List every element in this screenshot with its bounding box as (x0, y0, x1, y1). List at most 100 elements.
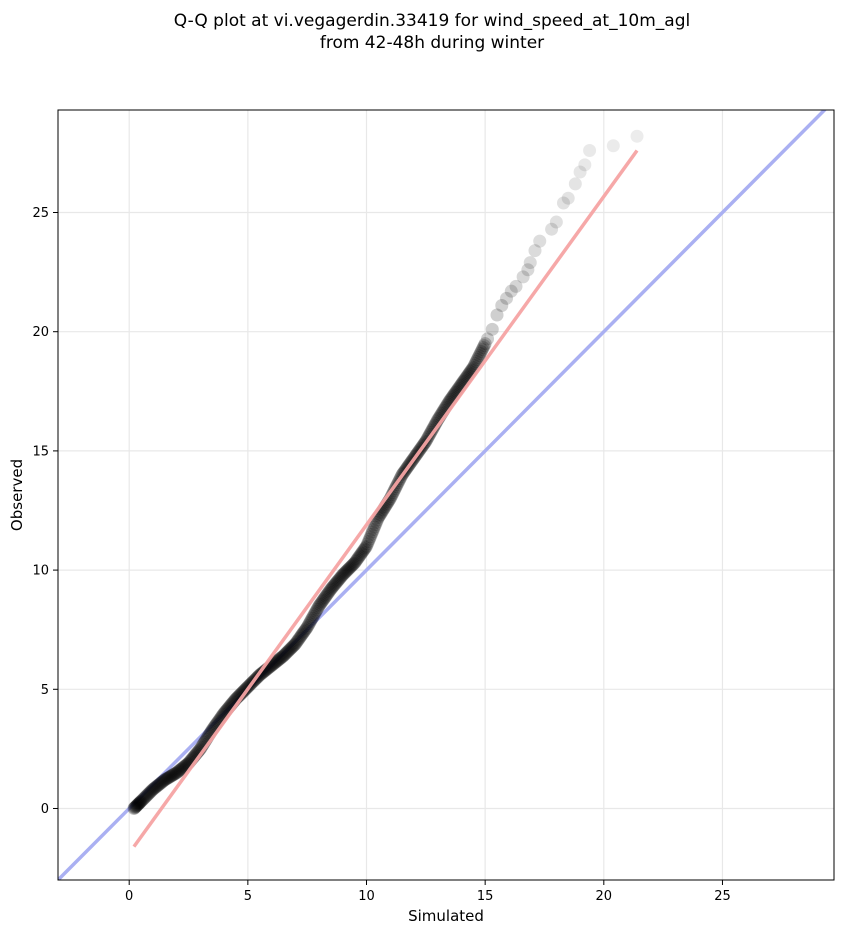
x-tick-label: 20 (596, 889, 613, 904)
quantile-point (473, 347, 487, 361)
tail-point (573, 165, 587, 179)
tail-point (523, 256, 537, 270)
tail-point (516, 270, 530, 284)
quantile-point (294, 629, 308, 643)
quantile-point (157, 774, 171, 788)
y-tick-label: 25 (32, 206, 49, 221)
quantile-point (358, 542, 372, 556)
quantile-point (306, 610, 320, 624)
quantile-point (172, 764, 186, 778)
tail-point (578, 158, 592, 172)
quantile-point (281, 644, 295, 658)
quantile-point (269, 655, 283, 669)
quantile-point (360, 537, 374, 551)
quantile-point (356, 545, 370, 559)
quantile-point (324, 582, 338, 596)
quantile-point (314, 596, 328, 610)
quantile-point (310, 602, 324, 616)
quantile-point (338, 566, 352, 580)
quantile-point (351, 552, 365, 566)
quantile-point (284, 641, 298, 655)
quantile-point (129, 800, 143, 814)
quantile-point (347, 557, 361, 571)
quantile-point (141, 787, 155, 801)
axis-ticks: 0 5 10 15 20 25 0 5 10 15 20 25 (32, 206, 730, 904)
quantile-point (302, 617, 316, 631)
quantile-point (345, 559, 359, 573)
quantile-point (367, 520, 381, 534)
quantile-point (334, 570, 348, 584)
quantile-point (234, 687, 248, 701)
quantile-point (142, 786, 156, 800)
quantile-point (330, 575, 344, 589)
quantile-point (167, 768, 181, 782)
quantile-point (128, 801, 142, 815)
quantile-point (316, 593, 330, 607)
reference-line (58, 110, 827, 880)
quantile-point (301, 619, 315, 633)
quantile-point (354, 548, 368, 562)
quantile-point (169, 766, 183, 780)
y-tick-label: 10 (32, 564, 49, 579)
quantile-point (147, 782, 161, 796)
quantile-point (305, 611, 319, 625)
tail-point (545, 222, 559, 236)
tail-point (500, 291, 514, 305)
quantile-point (272, 652, 286, 666)
quantile-point (299, 622, 313, 636)
quantile-point (139, 789, 153, 803)
quantile-point (257, 665, 271, 679)
x-tick-label: 15 (477, 889, 494, 904)
x-tick-label: 10 (358, 889, 375, 904)
quantile-point (150, 779, 164, 793)
quantile-point (300, 620, 314, 634)
quantile-point (332, 573, 346, 587)
quantile-point (364, 527, 378, 541)
quantile-point (325, 581, 339, 595)
quantile-point (350, 553, 364, 567)
quantile-point (298, 623, 312, 637)
quantile-point (285, 640, 299, 654)
quantile-point (163, 770, 177, 784)
tail-point (509, 279, 523, 293)
quantile-point (175, 762, 189, 776)
quantile-point (311, 601, 325, 615)
quantile-point (130, 798, 144, 812)
quantile-point (271, 654, 285, 668)
y-tick-label: 0 (41, 802, 49, 817)
quantile-point (145, 783, 159, 797)
tail-point (606, 139, 620, 153)
quantile-point (297, 624, 311, 638)
quantile-point (134, 794, 148, 808)
tail-point (528, 244, 542, 258)
quantile-point (359, 541, 373, 555)
quantile-point (344, 560, 358, 574)
quantile-point (337, 567, 351, 581)
quantile-point (291, 633, 305, 647)
quantile-point (360, 539, 374, 553)
quantile-point (292, 631, 306, 645)
quantile-point (268, 656, 282, 670)
quantile-point (426, 422, 440, 436)
plot-frame (57, 109, 835, 881)
quantile-point (369, 515, 383, 529)
quantile-point (348, 556, 362, 570)
quantile-point (474, 345, 488, 359)
x-tick-label: 0 (125, 889, 133, 904)
quantile-point (339, 565, 353, 579)
fit-line (132, 149, 639, 848)
quantile-point (336, 568, 350, 582)
quantile-point (171, 765, 185, 779)
quantile-point (168, 767, 182, 781)
quantile-point (349, 555, 363, 569)
plot-area (58, 110, 827, 880)
quantile-point (273, 651, 287, 665)
tail-point (549, 215, 563, 229)
quantile-point (135, 793, 149, 807)
quantile-point (341, 563, 355, 577)
quantile-point (321, 586, 335, 600)
quantile-point (346, 558, 360, 572)
quantile-points (127, 129, 644, 815)
quantile-point (288, 637, 302, 651)
tail-point (481, 332, 495, 346)
